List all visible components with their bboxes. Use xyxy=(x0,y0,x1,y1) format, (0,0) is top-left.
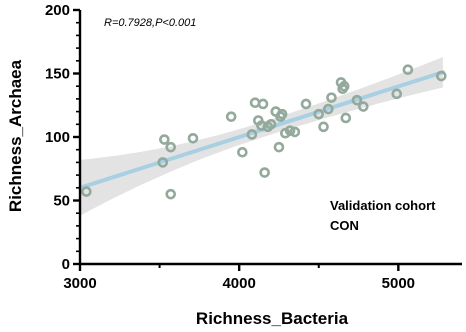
data-point xyxy=(391,88,403,100)
data-point xyxy=(358,101,369,112)
data-point xyxy=(338,80,350,92)
data-point xyxy=(165,188,177,200)
data-point xyxy=(273,141,285,153)
data-point xyxy=(259,167,270,178)
data-point xyxy=(249,97,261,109)
data-point xyxy=(165,141,177,153)
data-point xyxy=(187,132,199,144)
data-point xyxy=(351,94,363,106)
data-point xyxy=(313,108,325,120)
data-points-layer xyxy=(81,64,447,200)
data-point xyxy=(159,134,170,145)
x-tick-label: 3000 xyxy=(63,275,96,292)
data-point xyxy=(284,125,296,136)
data-point xyxy=(326,92,337,103)
ticks-layer: 0 50 100 150 200 3000 4000 5000 xyxy=(45,2,415,292)
y-tick-label: 0 xyxy=(62,256,70,273)
data-point xyxy=(436,70,447,82)
confidence-band xyxy=(80,57,443,216)
x-axis-title: Richness_Bacteria xyxy=(196,309,349,328)
data-point xyxy=(289,126,301,138)
confidence-band-layer xyxy=(80,57,443,216)
data-point xyxy=(81,186,92,197)
data-point xyxy=(246,129,258,140)
y-tick-label: 200 xyxy=(45,2,70,19)
data-point xyxy=(257,98,269,110)
cohort-label-line1: Validation cohort xyxy=(330,198,436,213)
y-axis-title: Richness_Archaea xyxy=(6,59,25,212)
y-tick-label: 100 xyxy=(45,129,70,146)
data-point xyxy=(276,108,288,120)
data-point xyxy=(340,112,352,124)
data-point xyxy=(237,146,248,158)
y-tick-label: 150 xyxy=(45,66,70,83)
cohort-label-line2: CON xyxy=(330,218,359,233)
data-point xyxy=(225,111,237,122)
x-tick-label: 4000 xyxy=(222,275,255,292)
data-point xyxy=(265,119,277,130)
data-point xyxy=(322,103,334,115)
data-point xyxy=(157,157,169,168)
data-point xyxy=(256,120,267,131)
axes-layer xyxy=(78,10,462,266)
correlation-annotation: R=0.7928,P<0.001 xyxy=(104,17,196,29)
data-point xyxy=(402,64,414,75)
data-point xyxy=(318,121,329,133)
x-tick-label: 5000 xyxy=(382,275,415,292)
y-tick-label: 50 xyxy=(53,193,70,210)
data-point xyxy=(300,98,312,110)
